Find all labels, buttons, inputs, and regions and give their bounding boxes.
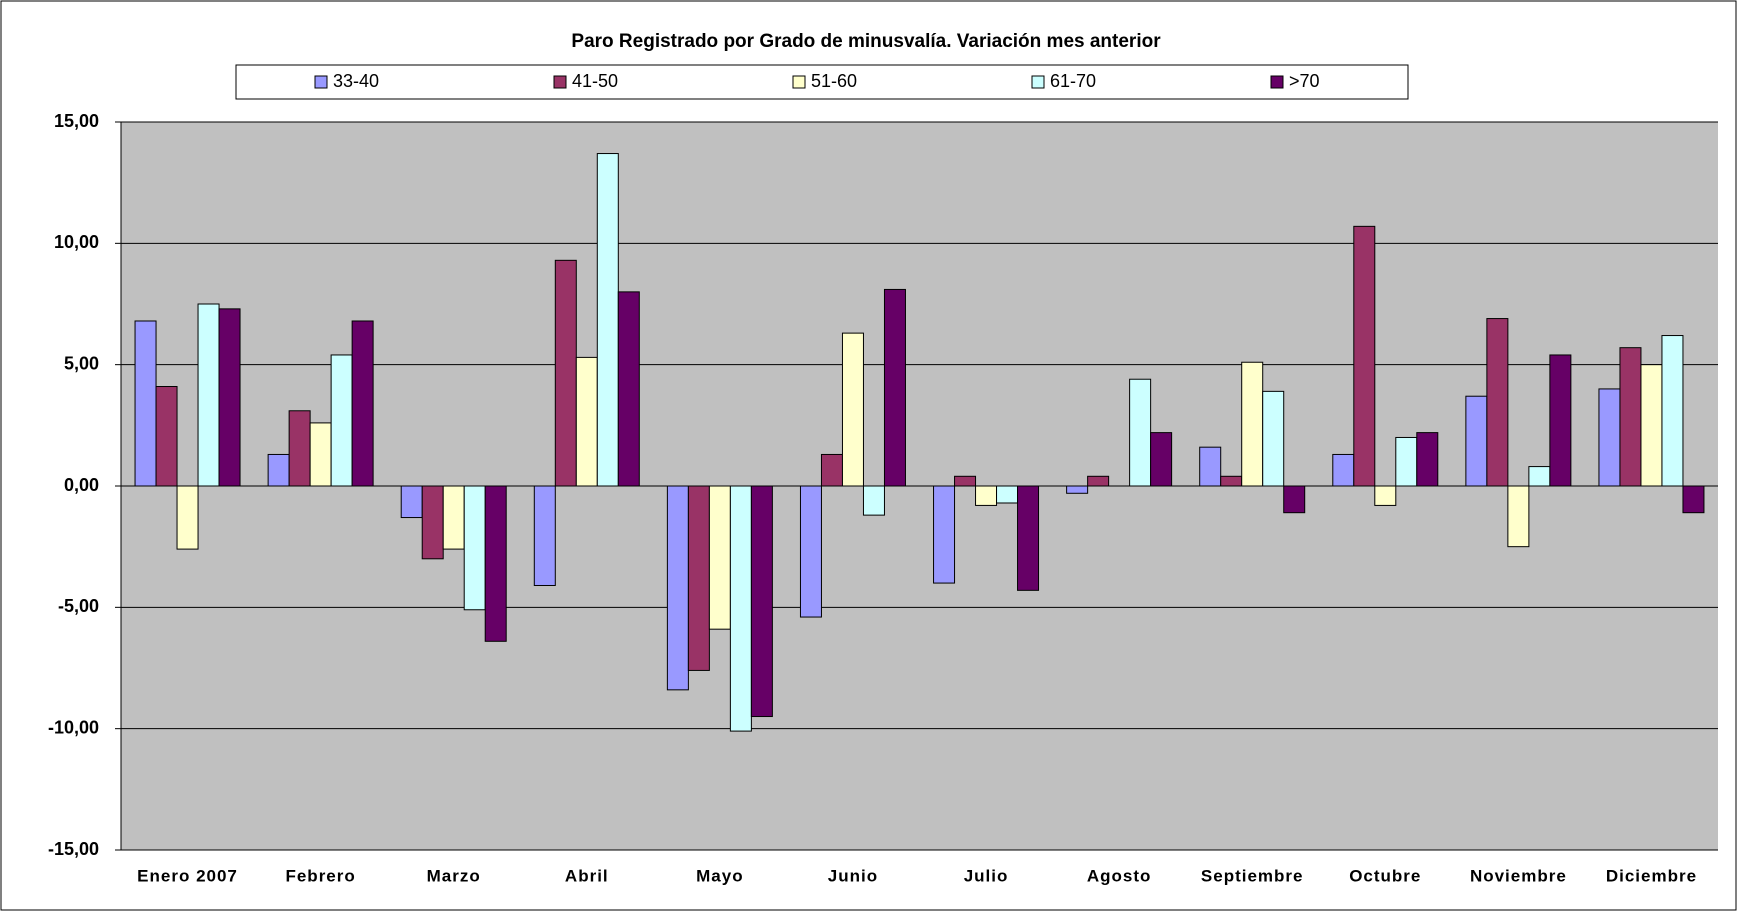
bar <box>933 485 956 584</box>
bar <box>218 308 241 487</box>
bar <box>750 485 773 718</box>
bar <box>799 485 822 618</box>
legend-swatch <box>314 75 328 89</box>
x-tick-label: Abril <box>565 866 609 885</box>
bar <box>330 354 353 487</box>
x-tick-label: Agosto <box>1087 866 1152 885</box>
bar <box>666 485 689 691</box>
bar <box>134 320 157 487</box>
legend-label: 51-60 <box>811 71 857 91</box>
bar <box>1416 432 1439 487</box>
legend-label: >70 <box>1289 71 1320 91</box>
bar <box>1640 364 1663 487</box>
x-tick-label: Noviembre <box>1470 866 1567 885</box>
x-tick-label: Septiembre <box>1201 866 1304 885</box>
bar <box>309 422 332 487</box>
bar <box>1598 388 1621 487</box>
bar <box>1549 354 1572 487</box>
bar <box>1528 466 1551 487</box>
legend-swatch <box>1031 75 1045 89</box>
bar <box>883 288 906 487</box>
bar <box>1199 446 1222 487</box>
x-tick-label: Julio <box>964 866 1009 885</box>
bar <box>1017 485 1040 591</box>
bar <box>533 485 556 586</box>
bar <box>1283 485 1306 514</box>
bar <box>1374 485 1397 506</box>
y-tick-label: -5,00 <box>58 596 99 616</box>
bar <box>1150 432 1173 487</box>
bar <box>1465 395 1488 487</box>
bar <box>1353 225 1376 487</box>
bar <box>554 259 577 487</box>
bar <box>421 485 444 560</box>
y-tick-label: -10,00 <box>48 717 99 737</box>
y-tick-label: 10,00 <box>54 232 99 252</box>
bar <box>267 453 290 487</box>
bar <box>687 485 710 671</box>
bar <box>820 453 843 487</box>
legend-swatch <box>792 75 806 89</box>
bar <box>1332 453 1355 487</box>
bar <box>975 485 998 506</box>
y-tick-label: 0,00 <box>64 475 99 495</box>
bar <box>484 485 507 642</box>
bar <box>708 485 731 630</box>
y-tick-label: 15,00 <box>54 111 99 131</box>
bar <box>197 303 220 487</box>
chart-title: Paro Registrado por Grado de minusvalía.… <box>571 31 1161 52</box>
x-tick-label: Febrero <box>285 866 355 885</box>
bar <box>996 485 1019 504</box>
bar <box>1661 335 1684 487</box>
bar <box>1486 318 1509 487</box>
bar <box>1619 347 1642 487</box>
bar <box>617 291 640 487</box>
bar <box>442 485 465 550</box>
bar <box>954 475 977 487</box>
x-tick-label: Enero 2007 <box>137 866 238 885</box>
bar <box>1682 485 1705 514</box>
bar <box>729 485 752 732</box>
bar <box>463 485 486 611</box>
bar <box>596 153 619 487</box>
bar <box>1087 475 1110 487</box>
y-tick-label: -15,00 <box>48 839 99 859</box>
x-tick-label: Octubre <box>1349 866 1421 885</box>
legend-box <box>235 64 1409 100</box>
bar <box>1066 485 1089 494</box>
bar <box>351 320 374 487</box>
bar <box>1220 475 1243 487</box>
bar <box>155 386 178 487</box>
legend-swatch <box>553 75 567 89</box>
x-tick-label: Marzo <box>427 866 481 885</box>
x-tick-label: Mayo <box>696 866 743 885</box>
legend-label: 61-70 <box>1050 71 1096 91</box>
bar <box>176 485 199 550</box>
x-tick-label: Junio <box>828 866 878 885</box>
legend-swatch <box>1270 75 1284 89</box>
bar <box>575 356 598 487</box>
bar <box>841 332 864 487</box>
bar <box>1507 485 1530 548</box>
legend-label: 41-50 <box>572 71 618 91</box>
bar <box>862 485 885 516</box>
bar <box>1262 390 1285 487</box>
bar <box>1241 361 1264 487</box>
bar <box>400 485 423 519</box>
legend-label: 33-40 <box>333 71 379 91</box>
bar <box>1129 378 1152 487</box>
bar <box>1395 436 1418 487</box>
bar <box>288 410 311 487</box>
y-tick-label: 5,00 <box>64 353 99 373</box>
x-tick-label: Diciembre <box>1606 866 1697 885</box>
